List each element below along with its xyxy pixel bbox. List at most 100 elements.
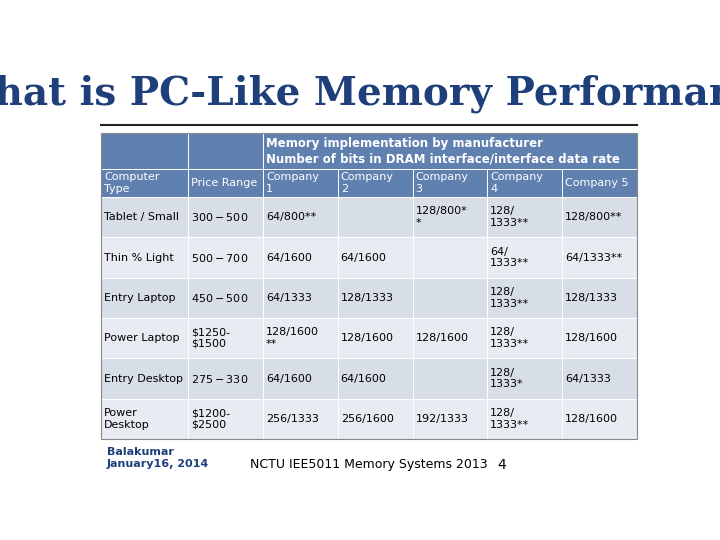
Text: Thin % Light: Thin % Light <box>104 253 174 262</box>
Bar <box>189 318 263 359</box>
Text: Tablet / Small: Tablet / Small <box>104 212 179 222</box>
Text: Company
2: Company 2 <box>341 172 394 194</box>
Text: 128/
1333**: 128/ 1333** <box>490 287 529 309</box>
Text: 256/1333: 256/1333 <box>266 414 319 424</box>
Text: Company
1: Company 1 <box>266 172 319 194</box>
Text: 64/800**: 64/800** <box>266 212 316 222</box>
Bar <box>101 168 189 197</box>
Text: Memory implementation by manufacturer
Number of bits in DRAM interface/interface: Memory implementation by manufacturer Nu… <box>266 137 620 166</box>
Text: Balakumar
January16, 2014: Balakumar January16, 2014 <box>107 447 209 469</box>
Text: 128/800**: 128/800** <box>565 212 622 222</box>
Bar <box>101 318 189 359</box>
Bar <box>189 197 263 238</box>
Text: Company 5: Company 5 <box>565 178 629 188</box>
Bar <box>413 278 487 318</box>
Bar <box>413 399 487 439</box>
Bar <box>101 278 189 318</box>
Bar <box>562 238 636 278</box>
Text: $1200-
$2500: $1200- $2500 <box>191 408 230 430</box>
Text: $500-$700: $500-$700 <box>191 252 248 264</box>
Text: 128/1600: 128/1600 <box>415 333 469 343</box>
Bar <box>263 399 338 439</box>
Text: NCTU IEE5011 Memory Systems 2013: NCTU IEE5011 Memory Systems 2013 <box>250 458 488 471</box>
Text: Power Laptop: Power Laptop <box>104 333 179 343</box>
Bar <box>562 168 636 197</box>
Bar <box>101 197 189 238</box>
Text: 128/1600: 128/1600 <box>341 333 394 343</box>
Text: 128/1333: 128/1333 <box>341 293 394 303</box>
Bar <box>189 238 263 278</box>
Bar <box>413 197 487 238</box>
Bar <box>263 168 338 197</box>
Bar <box>413 359 487 399</box>
Bar <box>562 278 636 318</box>
Text: 4: 4 <box>498 458 506 472</box>
Text: 128/1600
**: 128/1600 ** <box>266 327 319 349</box>
Bar <box>487 359 562 399</box>
Text: $1250-
$1500: $1250- $1500 <box>191 327 230 349</box>
Bar <box>413 238 487 278</box>
Text: 256/1600: 256/1600 <box>341 414 394 424</box>
Text: 128/
1333*: 128/ 1333* <box>490 368 523 389</box>
Bar <box>487 238 562 278</box>
Bar <box>338 399 413 439</box>
Text: 64/1600: 64/1600 <box>266 374 312 383</box>
Text: $450-$500: $450-$500 <box>191 292 248 304</box>
Text: Entry Laptop: Entry Laptop <box>104 293 176 303</box>
Bar <box>263 238 338 278</box>
Bar <box>487 278 562 318</box>
Text: 64/1333: 64/1333 <box>266 293 312 303</box>
Bar <box>189 278 263 318</box>
Bar <box>101 238 189 278</box>
Text: $300-$500: $300-$500 <box>191 211 248 223</box>
Text: 64/1333**: 64/1333** <box>565 253 622 262</box>
Bar <box>487 168 562 197</box>
Bar <box>189 399 263 439</box>
Text: 64/1333: 64/1333 <box>565 374 611 383</box>
Text: 192/1333: 192/1333 <box>415 414 469 424</box>
Text: 128/800*
*: 128/800* * <box>415 206 467 228</box>
Text: 64/1600: 64/1600 <box>341 253 387 262</box>
Text: 128/1333: 128/1333 <box>565 293 618 303</box>
Bar <box>338 318 413 359</box>
Text: Entry Desktop: Entry Desktop <box>104 374 183 383</box>
Bar <box>562 359 636 399</box>
Bar <box>263 359 338 399</box>
Bar <box>338 278 413 318</box>
Bar <box>338 359 413 399</box>
Text: Price Range: Price Range <box>191 178 258 188</box>
Bar <box>263 278 338 318</box>
Bar <box>413 168 487 197</box>
Text: 64/
1333**: 64/ 1333** <box>490 247 529 268</box>
Bar <box>263 318 338 359</box>
Text: 128/1600: 128/1600 <box>565 333 618 343</box>
Text: Power
Desktop: Power Desktop <box>104 408 150 430</box>
Text: 128/
1333**: 128/ 1333** <box>490 408 529 430</box>
Text: Computer
Type: Computer Type <box>104 172 159 194</box>
Text: 64/1600: 64/1600 <box>341 374 387 383</box>
Bar <box>263 197 338 238</box>
Bar <box>338 238 413 278</box>
Bar <box>338 168 413 197</box>
Text: What is PC-Like Memory Performance: What is PC-Like Memory Performance <box>0 75 720 113</box>
Bar <box>101 359 189 399</box>
Bar <box>562 318 636 359</box>
Text: 64/1600: 64/1600 <box>266 253 312 262</box>
Bar <box>413 318 487 359</box>
Bar <box>562 197 636 238</box>
Bar <box>487 197 562 238</box>
Bar <box>263 133 636 168</box>
Bar <box>189 359 263 399</box>
Bar <box>487 318 562 359</box>
Text: 128/
1333**: 128/ 1333** <box>490 206 529 228</box>
Bar <box>189 168 263 197</box>
Bar <box>101 133 189 168</box>
Bar <box>487 399 562 439</box>
Bar <box>338 197 413 238</box>
Text: 128/
1333**: 128/ 1333** <box>490 327 529 349</box>
Bar <box>101 399 189 439</box>
Text: $275-$330: $275-$330 <box>191 373 248 384</box>
Text: 128/1600: 128/1600 <box>565 414 618 424</box>
Bar <box>189 133 263 168</box>
Bar <box>101 133 636 439</box>
